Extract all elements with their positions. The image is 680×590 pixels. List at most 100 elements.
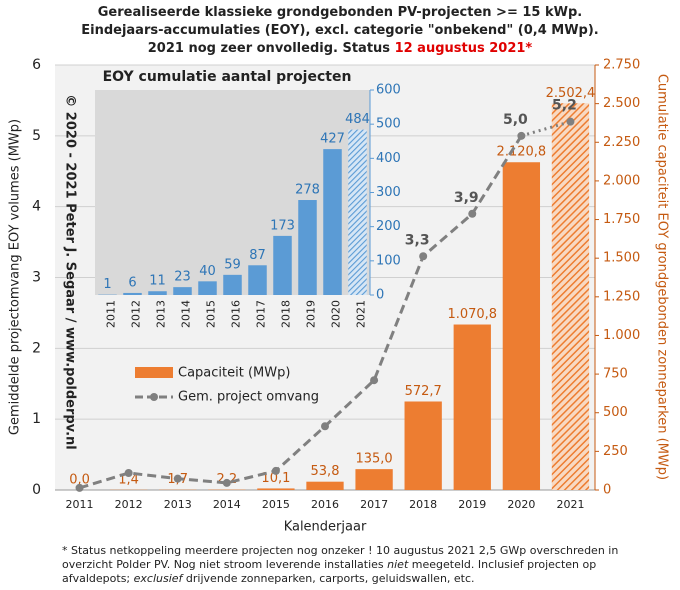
inset-x-tick-label: 2020 <box>330 300 343 328</box>
inset-y-tick-label: 500 <box>376 117 401 132</box>
y2-axis-label: Cumulatie capaciteit EOY grondgebonden z… <box>655 74 670 480</box>
footnote-segment: meegeteld. Inclusief projecten op <box>408 558 596 571</box>
y-tick-label: 2 <box>32 340 41 356</box>
inset-value-label: 484 <box>345 112 370 127</box>
legend-label: Gem. project omvang <box>178 390 319 405</box>
bar-value-label: 1.070,8 <box>447 307 497 322</box>
line-point <box>566 117 575 126</box>
y2-tick-label: 750 <box>603 367 628 382</box>
inset-x-tick-label: 2015 <box>205 300 218 328</box>
footnote-segment: drijvende zonneparken, carports, geluids… <box>182 572 474 585</box>
inset-value-label: 40 <box>199 264 216 279</box>
y-tick-label: 0 <box>32 482 41 498</box>
bar <box>453 324 491 490</box>
y-tick-label: 1 <box>32 411 41 427</box>
y-tick-label: 4 <box>32 199 41 215</box>
inset-value-label: 1 <box>103 277 111 292</box>
line-value-label: 3,3 <box>405 232 430 248</box>
y-tick-label: 3 <box>32 270 41 286</box>
x-tick-label: 2020 <box>507 498 535 511</box>
x-tick-label: 2014 <box>213 498 241 511</box>
inset-bar <box>248 265 267 295</box>
inset-value-label: 278 <box>295 183 320 198</box>
footnote-line: * Status netkoppeling meerdere projecten… <box>62 544 618 557</box>
inset-y-tick-label: 400 <box>376 151 401 166</box>
y2-tick-label: 250 <box>603 444 628 459</box>
inset-x-tick-label: 2013 <box>155 300 168 328</box>
bar-value-label: 0,0 <box>69 473 90 488</box>
bar-value-label: 572,7 <box>405 384 442 399</box>
inset-y-tick-label: 100 <box>376 253 401 268</box>
footnote-segment: niet <box>387 558 409 571</box>
inset-y-tick-label: 600 <box>376 83 401 98</box>
inset-bar <box>223 274 242 295</box>
y2-tick-label: 1.500 <box>603 251 640 266</box>
line-point <box>419 252 428 261</box>
x-tick-label: 2019 <box>458 498 486 511</box>
y-tick-label: 5 <box>32 128 41 144</box>
x-tick-label: 2013 <box>164 498 192 511</box>
line-point <box>173 474 182 483</box>
title-line: Eindejaars-accumulaties (EOY), excl. cat… <box>81 23 599 38</box>
footnote-line: afvaldepots; exclusief drijvende zonnepa… <box>62 572 475 585</box>
inset-x-tick-label: 2011 <box>105 300 118 328</box>
footnote-segment: afvaldepots; <box>62 572 134 585</box>
inset-y-tick-label: 200 <box>376 219 401 234</box>
y-axis-label: Gemiddelde projectomvang EOY volumes (MW… <box>8 119 23 435</box>
chart-title: Gerealiseerde klassieke grondgebonden PV… <box>81 5 599 56</box>
bar <box>355 469 393 490</box>
inset-bar <box>273 235 292 295</box>
inset-x-tick-label: 2019 <box>305 300 318 328</box>
inset-title: EOY cumulatie aantal projecten <box>103 69 352 85</box>
y2-tick-label: 2.750 <box>603 58 640 73</box>
y2-tick-label: 2.500 <box>603 96 640 111</box>
inset-x-tick-label: 2014 <box>180 300 193 328</box>
line-value-label: 3,9 <box>454 190 479 206</box>
inset-value-label: 87 <box>249 248 266 263</box>
bar-value-label: 135,0 <box>355 452 392 467</box>
legend-marker <box>150 393 158 401</box>
y2-tick-label: 2.250 <box>603 135 640 150</box>
footnote-segment: overzicht Polder PV. Nog niet stroom lev… <box>62 558 387 571</box>
inset-x-tick-label: 2017 <box>255 300 268 328</box>
x-tick-label: 2021 <box>556 498 584 511</box>
inset-bar <box>348 129 367 295</box>
bar-value-label: 2.502,4 <box>546 86 596 101</box>
line-point <box>222 478 231 487</box>
inset-bar <box>298 200 317 295</box>
title-line: Gerealiseerde klassieke grondgebonden PV… <box>98 5 582 20</box>
bar <box>404 401 442 490</box>
line-point <box>468 209 477 218</box>
bar <box>551 103 590 491</box>
watermark: © 2020 - 2021 Peter J. Segaar / www.pold… <box>63 94 78 449</box>
line-point <box>517 131 526 140</box>
footnote-segment: * Status netkoppeling meerdere projecten… <box>62 544 618 557</box>
y2-tick-label: 0 <box>603 483 611 498</box>
line-value-label: 5,2 <box>552 98 577 114</box>
y2-tick-label: 1.750 <box>603 212 640 227</box>
bar-value-label: 53,8 <box>311 464 340 479</box>
inset-x-tick-label: 2021 <box>355 300 368 328</box>
bar <box>257 488 295 490</box>
x-tick-label: 2012 <box>115 498 143 511</box>
line-incomplete <box>520 120 571 138</box>
inset-x-tick-label: 2012 <box>130 300 143 328</box>
line <box>79 135 523 490</box>
inset-bar <box>198 281 217 295</box>
legend-swatch <box>135 367 173 378</box>
line-point <box>321 422 329 431</box>
title-highlight: 12 augustus 2021* <box>395 41 533 56</box>
inset-bar <box>148 291 167 295</box>
line-point <box>271 466 280 475</box>
bar <box>306 481 344 490</box>
inset-x-tick-label: 2016 <box>230 300 243 328</box>
y2-tick-label: 1.000 <box>603 328 640 343</box>
inset-value-label: 427 <box>320 132 345 147</box>
inset-x-tick-label: 2018 <box>280 300 293 328</box>
line-value-label: 5,0 <box>503 112 528 128</box>
line-point <box>124 469 133 477</box>
inset-bar <box>123 292 142 295</box>
x-tick-label: 2018 <box>409 498 437 511</box>
x-tick-label: 2016 <box>311 498 339 511</box>
